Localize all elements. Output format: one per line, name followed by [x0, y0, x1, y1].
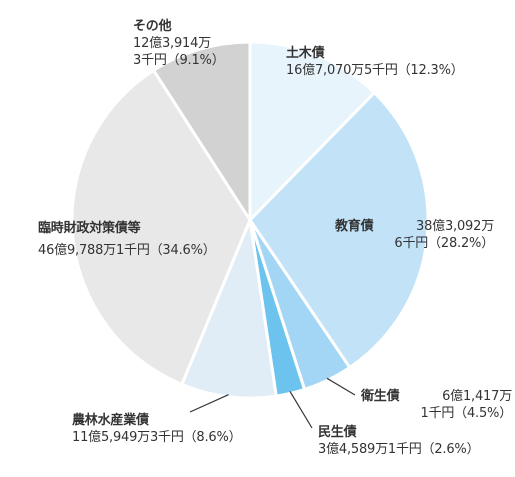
pie-slices: [70, 40, 430, 400]
slice-label-name: 土木債: [286, 46, 325, 61]
slice-label-amount: 46億9,788万1千円（34.6%）: [38, 243, 216, 258]
pie-slice-norin: [180, 218, 278, 400]
slice-label-amount: 38億3,092万: [416, 219, 494, 234]
slice-label-amount: 3億4,589万1千円（2.6%）: [318, 442, 480, 457]
slice-label-amount-2: 1千円（4.5%）: [420, 406, 513, 421]
pie-slice-kyoiku: [248, 91, 430, 369]
slice-label-amount-2: 6千円（28.2%）: [394, 236, 494, 251]
slice-label-doboku: 土木債 16億7,070万5千円（12.3%）: [286, 45, 464, 79]
slice-label-name: 臨時財政対策債等: [38, 221, 141, 236]
slice-label-name: 農林水産業債: [72, 413, 149, 428]
slice-label-name: 教育債: [335, 219, 374, 234]
slice-label-amount-2: 3千円（9.1%）: [133, 53, 225, 68]
slice-label-name: その他: [133, 19, 172, 34]
slice-label-amount: 12億3,914万: [133, 36, 211, 51]
pie-slice-rinji: [70, 68, 252, 386]
slice-label-amount: 11億5,949万3千円（8.6%）: [72, 430, 242, 445]
slice-label-kyoiku: 教育債: [335, 218, 374, 235]
slice-label-name: 衛生債: [361, 389, 400, 404]
slice-label-minsei: 民生債 3億4,589万1千円（2.6%）: [318, 424, 480, 458]
pie-slice-doboku: [248, 40, 376, 222]
leader-lines: [189, 377, 356, 429]
leader-line-norin: [189, 394, 229, 413]
slice-label-eisei-amount: 6億1,417万 1千円（4.5%）: [416, 388, 513, 422]
leader-line-minsei: [289, 391, 313, 429]
slice-label-amount: 6億1,417万: [442, 389, 512, 404]
slice-label-rinji: 臨時財政対策債等 46億9,788万1千円（34.6%）: [38, 218, 216, 262]
slice-label-name: 民生債: [318, 425, 357, 440]
slice-label-kyoiku-amount: 38億3,092万 6千円（28.2%）: [394, 218, 494, 252]
pie-slice-sonota: [152, 40, 252, 222]
slice-label-amount: 16億7,070万5千円（12.3%）: [286, 63, 464, 78]
slice-label-norin: 農林水産業債 11億5,949万3千円（8.6%）: [72, 412, 242, 446]
slice-label-eisei: 衛生債: [361, 388, 400, 405]
leader-line-eisei: [326, 377, 356, 396]
slice-label-sonota: その他 12億3,914万 3千円（9.1%）: [133, 18, 225, 69]
